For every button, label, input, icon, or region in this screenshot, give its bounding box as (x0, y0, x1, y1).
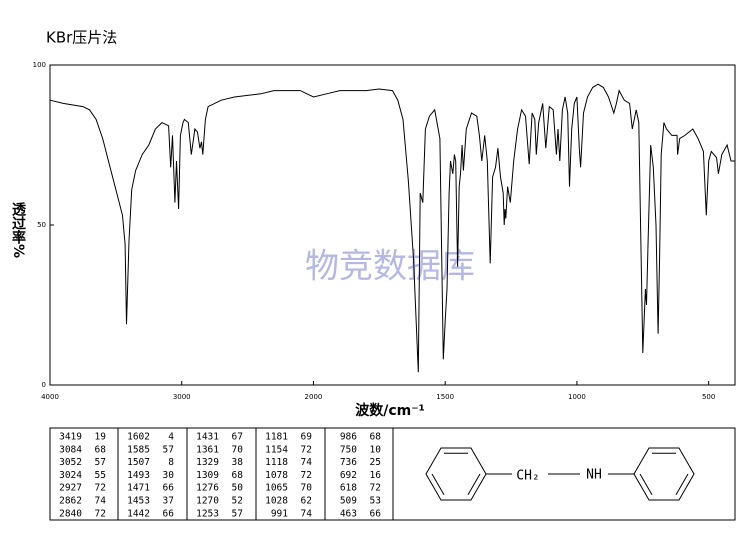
table-cell: 1154 (265, 444, 288, 455)
table-cell: 74 (95, 496, 107, 507)
x-tick-label: 500 (702, 393, 715, 401)
table-cell: 74 (301, 508, 313, 519)
table-cell: 38 (232, 457, 244, 468)
table-cell: 53 (370, 496, 381, 507)
table-cell: 986 (340, 432, 357, 443)
table-cell: 1507 (127, 457, 150, 468)
double-bond (675, 473, 689, 496)
table-cell: 1585 (127, 444, 150, 455)
x-tick-label: 4000 (41, 393, 59, 401)
table-cell: 30 (163, 470, 175, 481)
table-cell: 1270 (196, 496, 219, 507)
table-cell: 69 (301, 432, 313, 443)
x-tick-label: 2000 (305, 393, 323, 401)
table-cell: 68 (232, 470, 244, 481)
table-cell: 72 (301, 444, 312, 455)
table-cell: 70 (301, 483, 313, 494)
table-cell: 3024 (59, 470, 82, 481)
benzene-ring (425, 447, 487, 501)
x-axis-label: 波数/cm⁻¹ (355, 402, 425, 419)
table-cell: 2862 (59, 496, 82, 507)
table-cell: 68 (95, 444, 107, 455)
table-cell: 1078 (265, 470, 288, 481)
table-cell: 70 (232, 444, 244, 455)
table-cell: 463 (340, 508, 357, 519)
table-cell: 2840 (59, 508, 82, 519)
table-cell: 50 (232, 483, 244, 494)
table-cell: 72 (301, 470, 312, 481)
table-cell: 16 (370, 470, 382, 481)
table-cell: 1361 (196, 444, 219, 455)
table-cell: 25 (370, 457, 381, 468)
table-cell: 2927 (59, 483, 82, 494)
y-tick-label: 50 (37, 221, 46, 229)
spectrum-line (49, 83, 735, 373)
table-cell: 52 (232, 496, 243, 507)
table-cell: 10 (370, 444, 382, 455)
table-dividers (117, 428, 394, 520)
table-cell: 4 (168, 432, 174, 443)
table-cell: 1181 (265, 432, 288, 443)
table-cell: 72 (370, 483, 381, 494)
watermark: 物竞数据库 (305, 247, 475, 287)
table-cell: 1065 (265, 483, 288, 494)
table-cell: 1276 (196, 483, 219, 494)
y-tick-label: 100 (33, 61, 46, 69)
table-cell: 1118 (265, 457, 288, 468)
table-cell: 37 (163, 496, 174, 507)
table-cell: 1253 (196, 508, 219, 519)
table-cell: 66 (163, 508, 175, 519)
table-cell: 618 (340, 483, 357, 494)
table-cell: 1309 (196, 470, 219, 481)
table-cell: 1431 (196, 432, 219, 443)
double-bond (639, 473, 653, 496)
table-cell: 66 (370, 508, 382, 519)
table-cell: 3419 (59, 432, 82, 443)
table-cell: 8 (168, 457, 174, 468)
structure-label: NH (586, 468, 602, 483)
table-cell: 1028 (265, 496, 288, 507)
table-cell: 1602 (127, 432, 150, 443)
table-cell: 3052 (59, 457, 82, 468)
structure-label: CH₂ (516, 469, 539, 484)
benzene-ring (633, 447, 695, 501)
table-cell: 1329 (196, 457, 219, 468)
table-cell: 736 (340, 457, 357, 468)
chart-title: KBr压片法 (46, 29, 117, 47)
table-cell: 62 (301, 496, 312, 507)
table-cell: 509 (340, 496, 357, 507)
table-cell: 72 (95, 483, 106, 494)
table-cell: 72 (95, 508, 106, 519)
table-cell: 1442 (127, 508, 150, 519)
structure-drawing (425, 447, 695, 501)
y-axis-label: 透过率% (10, 202, 26, 258)
table-cell: 1493 (127, 470, 150, 481)
table-cell: 57 (232, 508, 243, 519)
double-bond (431, 473, 445, 496)
x-tick-label: 1500 (436, 393, 454, 401)
table-cell: 57 (163, 444, 174, 455)
table-cell: 692 (340, 470, 357, 481)
table-cell: 55 (95, 470, 106, 481)
table-cell: 1471 (127, 483, 150, 494)
table-cell: 74 (301, 457, 313, 468)
double-bond (467, 473, 481, 496)
table-cell: 991 (271, 508, 288, 519)
table-cell: 66 (163, 483, 175, 494)
y-tick-label: 0 (42, 381, 46, 389)
table-cell: 1453 (127, 496, 150, 507)
table-cell: 67 (232, 432, 243, 443)
x-tick-label: 1000 (568, 393, 586, 401)
table-cell: 57 (95, 457, 106, 468)
table-cell: 68 (370, 432, 382, 443)
table-cell: 750 (340, 444, 357, 455)
table-cell: 3084 (59, 444, 82, 455)
plot-frame (49, 64, 736, 386)
x-tick-label: 3000 (173, 393, 191, 401)
table-cell: 19 (95, 432, 107, 443)
